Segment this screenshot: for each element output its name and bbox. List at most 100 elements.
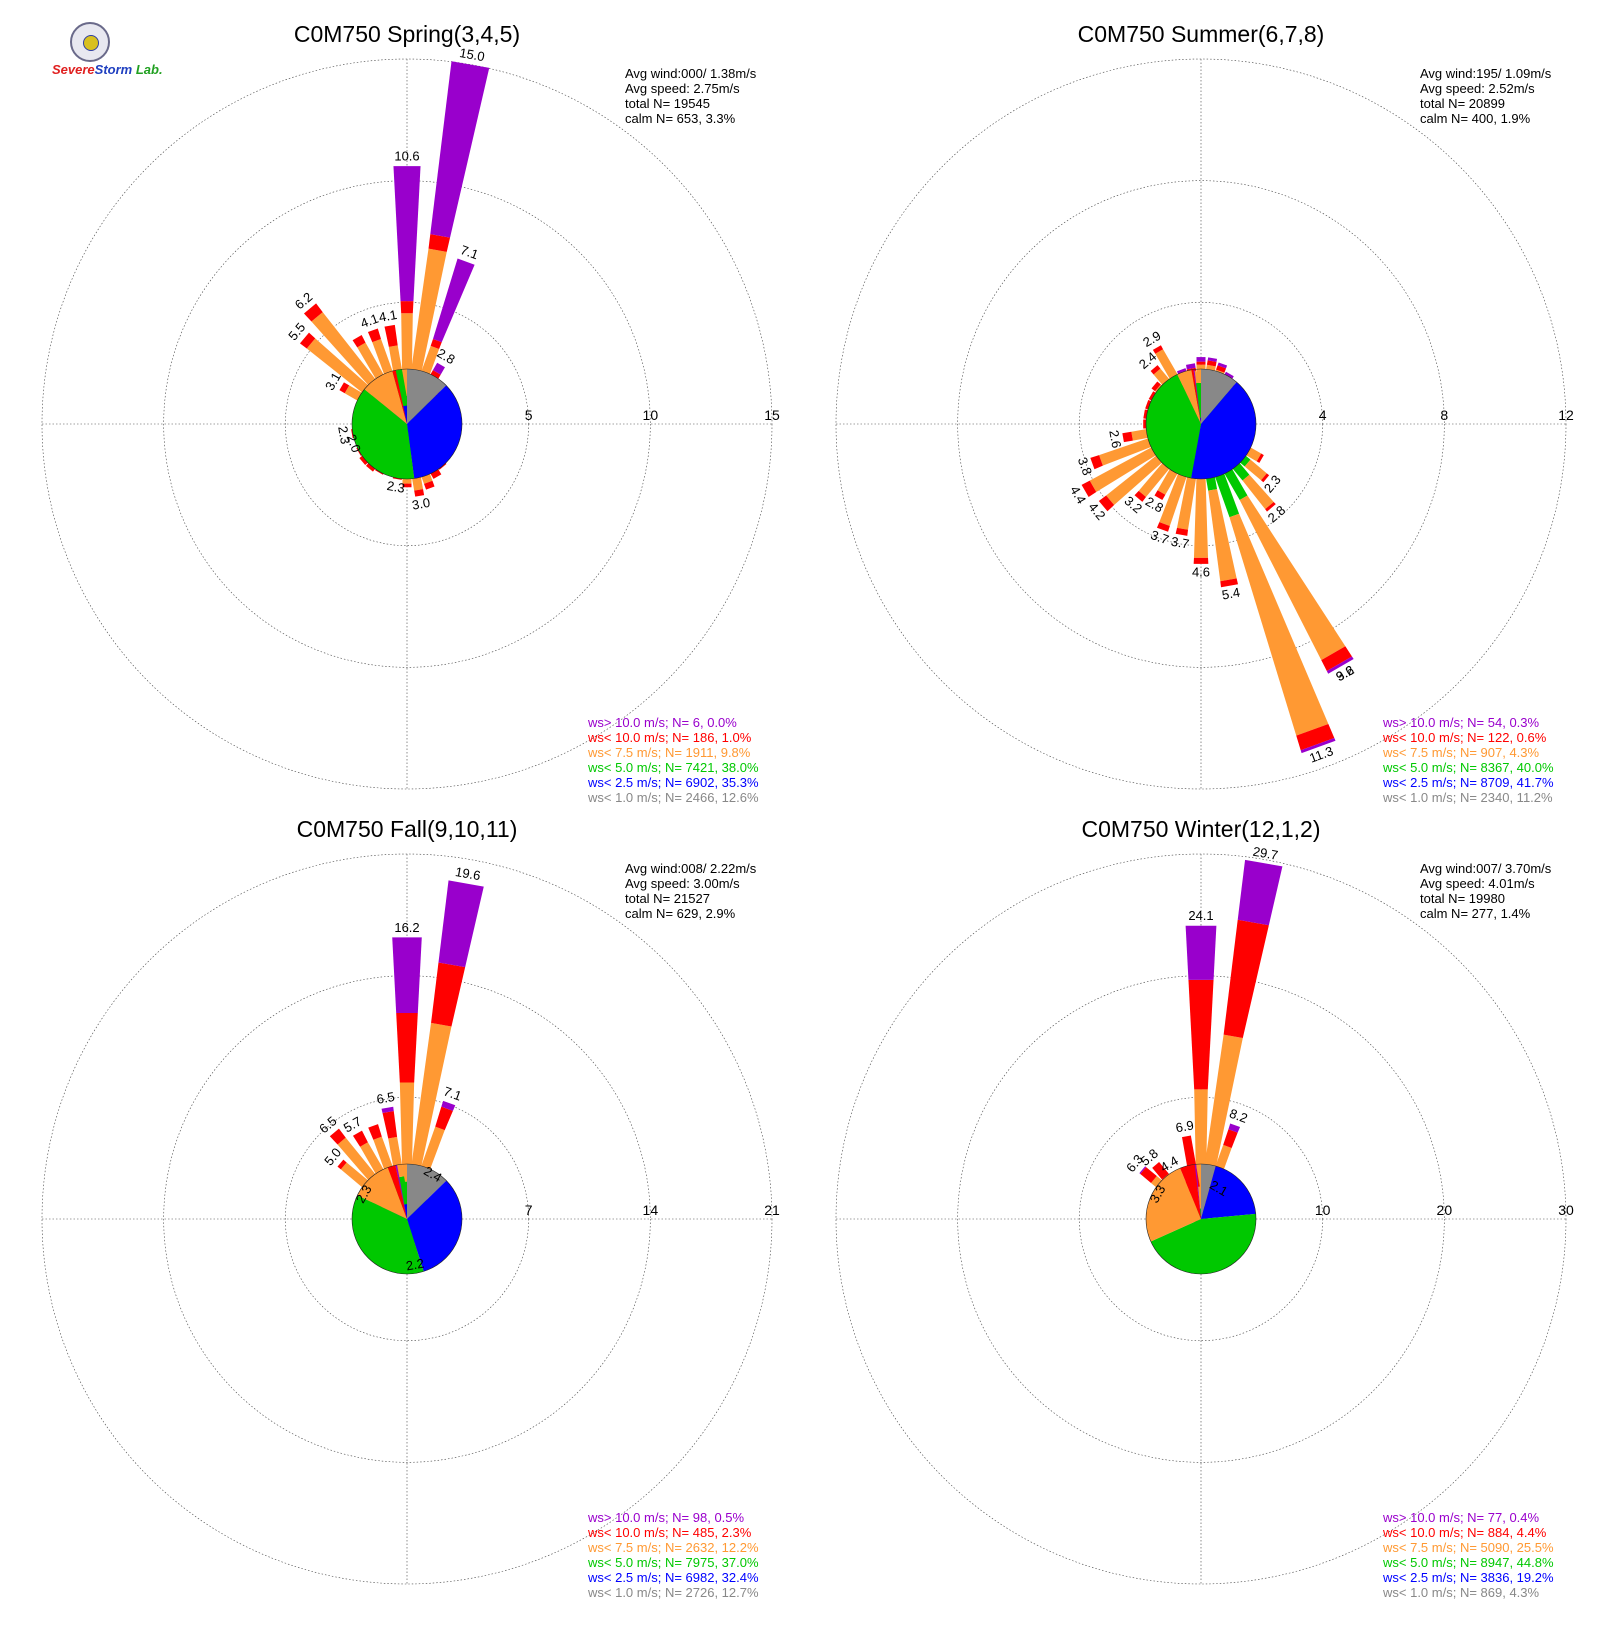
bar-segment (1139, 1166, 1147, 1174)
bar-segment (311, 312, 379, 389)
pie-slice (351, 389, 415, 479)
bar-segment (1300, 738, 1336, 754)
bar-segment (381, 1106, 394, 1114)
pie-slice (1146, 1168, 1201, 1242)
wind-rose-panel: C0M750 Spring(3,4,5)5 10 1510.615.07.12.83… (41, 21, 780, 805)
bar-segment (1148, 391, 1156, 401)
bar-segment (393, 166, 421, 302)
bar-segment (384, 324, 398, 347)
bar-label: 3.7 (1170, 534, 1190, 552)
bar-segment (388, 345, 402, 371)
bar-label: 4.6 (1192, 564, 1210, 579)
legend-entry: ws< 5.0 m/s; N= 8367, 40.0% (1382, 760, 1554, 775)
bar-segment (1242, 474, 1274, 510)
bar-segment (1199, 1034, 1243, 1205)
stats-line: calm N= 400, 1.9% (1420, 111, 1531, 126)
bar-segment (1326, 656, 1354, 674)
chart-title: C0M750 Summer(6,7,8) (1078, 21, 1325, 47)
pie-slice (364, 370, 407, 424)
bar-segment (1157, 466, 1180, 495)
bar-label: 24.1 (1188, 908, 1213, 923)
legend-entry: ws< 5.0 m/s; N= 8947, 44.8% (1382, 1555, 1554, 1570)
bar-segment (1098, 495, 1115, 512)
bar-label: 2.2 (405, 1256, 425, 1274)
pie-outline (1145, 1163, 1257, 1275)
bar-segment (1261, 473, 1270, 483)
pie-slice (1177, 369, 1201, 424)
legend-entry: ws< 2.5 m/s; N= 6982, 32.4% (587, 1570, 759, 1585)
bar-segment (1228, 1123, 1241, 1133)
pie-slice (387, 1165, 407, 1219)
speed-pie (1145, 1163, 1257, 1275)
bar-segment (441, 1100, 456, 1111)
legend-entry: ws< 5.0 m/s; N= 7421, 38.0% (587, 760, 759, 775)
bar-segment (1138, 460, 1172, 497)
bar-label: 8.2 (1228, 1106, 1250, 1126)
pie-slice (392, 370, 407, 424)
bar-label: 3.7 (1149, 527, 1171, 547)
bar-label: 5.4 (1221, 585, 1241, 603)
chart-title: C0M750 Spring(3,4,5) (294, 21, 520, 47)
legend-entry: ws< 7.5 m/s; N= 5090, 25.5% (1382, 1540, 1554, 1555)
bar-segment (392, 937, 422, 1014)
legend-entry: ws< 2.5 m/s; N= 6902, 35.3% (587, 775, 759, 790)
pie-slice (1194, 1164, 1201, 1219)
bar-label: 29.7 (1252, 844, 1280, 863)
range-ring (285, 1097, 529, 1341)
pie-slice (407, 385, 462, 479)
bar-segment (1143, 409, 1148, 419)
bar-segment (1134, 490, 1147, 502)
bar-segment (1223, 1129, 1238, 1148)
ring-label: 12 (1558, 407, 1574, 423)
stats-line: calm N= 653, 3.3% (625, 111, 736, 126)
wind-rose-panel: C0M750 Winter(12,1,2)10 20 3024.129.78.22.… (835, 816, 1574, 1600)
pie-slice (395, 1164, 407, 1219)
direction-bar (392, 937, 422, 1219)
bar-segment (432, 362, 445, 375)
range-ring (835, 853, 1567, 1585)
bar-label: 7.1 (442, 1083, 464, 1103)
bar-segment (1229, 513, 1329, 736)
bar-label: 6.9 (1174, 1117, 1194, 1135)
legend-entry: ws> 10.0 m/s; N= 98, 0.5% (587, 1510, 745, 1525)
legend-entry: ws> 10.0 m/s; N= 77, 0.4% (1382, 1510, 1540, 1525)
logo-text: SevereStorm Lab. (52, 62, 163, 77)
pie-slice (1201, 1164, 1216, 1219)
bar-segment (1193, 557, 1209, 564)
stats-line: Avg speed: 2.75m/s (625, 81, 740, 96)
bar-segment (352, 1130, 368, 1147)
bar-label: 2.3 (386, 478, 406, 496)
bar-segment (428, 234, 451, 252)
lab-logo: SevereStorm Lab. (52, 22, 163, 82)
pie-slice (407, 369, 447, 424)
bar-label: 2.0 (344, 432, 364, 454)
bar-label: 3.0 (411, 495, 431, 513)
bar-segment (1188, 979, 1214, 1090)
bar-segment (1143, 419, 1147, 429)
legend-entry: ws< 7.5 m/s; N= 1911, 9.8% (587, 745, 751, 760)
bar-segment (1193, 475, 1209, 558)
bar-segment (1321, 646, 1352, 671)
bar-segment (367, 328, 382, 343)
stats-line: Avg speed: 2.52m/s (1420, 81, 1535, 96)
range-ring (835, 58, 1567, 790)
stats-line: Avg wind:000/ 1.38m/s (625, 66, 757, 81)
bar-segment (1089, 445, 1159, 493)
bar-label: 6.5 (375, 1089, 395, 1107)
bar-segment (438, 880, 484, 968)
bar-segment (1177, 368, 1187, 375)
stats-line: Avg wind:008/ 2.22m/s (625, 861, 757, 876)
bar-label: 3.8 (1075, 455, 1095, 477)
pie-slice (1191, 369, 1201, 424)
wind-rose-panel: C0M750 Fall(9,10,11)7 14 2116.219.67.12.42… (41, 816, 780, 1600)
pie-slice (1150, 1213, 1256, 1274)
legend-entry: ws> 10.0 m/s; N= 6, 0.0% (587, 715, 737, 730)
bar-segment (1239, 495, 1346, 661)
legend-entry: ws< 10.0 m/s; N= 186, 1.0% (587, 730, 752, 745)
bar-segment (399, 1082, 415, 1182)
bar-segment (1185, 925, 1217, 980)
bar-segment (352, 334, 366, 348)
legend-entry: ws< 1.0 m/s; N= 869, 4.3% (1382, 1585, 1540, 1600)
bar-segment (423, 480, 435, 490)
